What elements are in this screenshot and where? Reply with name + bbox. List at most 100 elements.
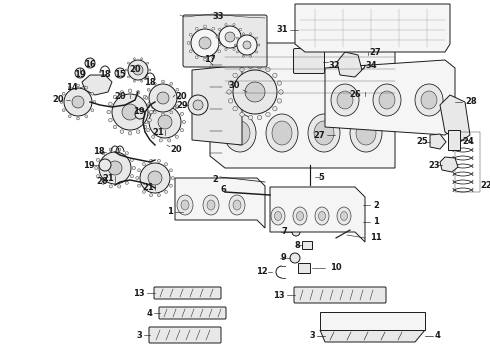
Text: 26: 26 [349,90,361,99]
Circle shape [182,120,186,123]
Text: 20: 20 [114,92,126,101]
Text: 32: 32 [328,60,340,69]
Text: 15: 15 [114,70,126,79]
Text: 22: 22 [480,180,490,189]
Text: 33: 33 [212,12,224,21]
Text: 3: 3 [136,330,142,339]
Text: 12: 12 [256,267,268,276]
Text: 4: 4 [435,332,441,341]
Ellipse shape [274,211,281,220]
Text: 21: 21 [142,183,154,192]
Circle shape [240,112,244,117]
Circle shape [249,33,252,35]
Circle shape [225,48,227,50]
Circle shape [95,166,98,170]
Text: 5: 5 [318,172,324,181]
Circle shape [60,100,63,103]
Circle shape [168,102,171,105]
Circle shape [93,100,96,103]
Circle shape [68,115,71,118]
Bar [448,130,460,150]
Text: 29: 29 [176,100,188,109]
Ellipse shape [181,200,189,210]
Text: 9: 9 [280,253,286,262]
Circle shape [178,96,181,99]
Bar [455,132,480,192]
Circle shape [148,118,151,122]
Circle shape [157,159,160,162]
Circle shape [157,92,169,104]
Circle shape [225,23,227,26]
Circle shape [109,148,112,151]
Polygon shape [430,134,446,149]
Circle shape [168,139,171,142]
Circle shape [220,42,223,44]
Ellipse shape [308,114,340,152]
Polygon shape [440,95,470,142]
Text: 4: 4 [146,309,152,318]
FancyBboxPatch shape [149,327,221,343]
Circle shape [170,169,172,172]
Circle shape [147,62,148,64]
Circle shape [101,181,105,184]
Circle shape [125,181,128,184]
Circle shape [148,102,151,106]
Ellipse shape [337,207,351,225]
Text: 20: 20 [129,65,141,74]
Circle shape [170,82,172,85]
Ellipse shape [271,207,285,225]
Circle shape [227,90,231,94]
Circle shape [133,58,135,60]
Ellipse shape [373,84,401,116]
Circle shape [62,109,65,112]
Circle shape [273,73,277,77]
Ellipse shape [229,195,245,215]
Circle shape [158,115,172,129]
FancyBboxPatch shape [154,287,221,299]
Text: 2: 2 [373,201,379,210]
Circle shape [225,32,235,42]
Bar [302,241,312,249]
Circle shape [128,89,132,93]
Circle shape [191,29,219,57]
Text: 18: 18 [99,70,111,79]
Polygon shape [82,75,112,95]
Text: 1: 1 [167,207,173,216]
Circle shape [115,68,125,78]
Circle shape [242,36,244,38]
Circle shape [97,175,99,178]
Polygon shape [192,65,242,145]
Circle shape [109,102,112,106]
Circle shape [101,152,105,155]
Circle shape [145,96,148,99]
Ellipse shape [230,121,250,145]
Circle shape [62,93,65,95]
Ellipse shape [315,207,329,225]
Circle shape [136,130,140,134]
Text: 20: 20 [97,177,108,186]
Ellipse shape [331,84,359,116]
Circle shape [127,62,129,64]
Circle shape [122,104,138,120]
Circle shape [240,28,242,31]
Circle shape [219,26,241,48]
Circle shape [108,161,122,175]
Ellipse shape [356,121,376,145]
Text: 14: 14 [66,84,78,93]
Polygon shape [295,4,450,52]
Circle shape [170,111,172,114]
Ellipse shape [421,91,437,109]
Circle shape [279,90,283,94]
Circle shape [218,50,220,53]
Circle shape [76,84,79,87]
Circle shape [127,76,129,78]
Circle shape [85,58,95,68]
Circle shape [147,129,149,132]
Circle shape [136,176,139,180]
Circle shape [147,112,149,116]
Text: 31: 31 [276,26,288,35]
Circle shape [149,69,151,71]
Text: 30: 30 [228,81,240,90]
Text: 34: 34 [365,60,377,69]
Circle shape [233,73,237,77]
